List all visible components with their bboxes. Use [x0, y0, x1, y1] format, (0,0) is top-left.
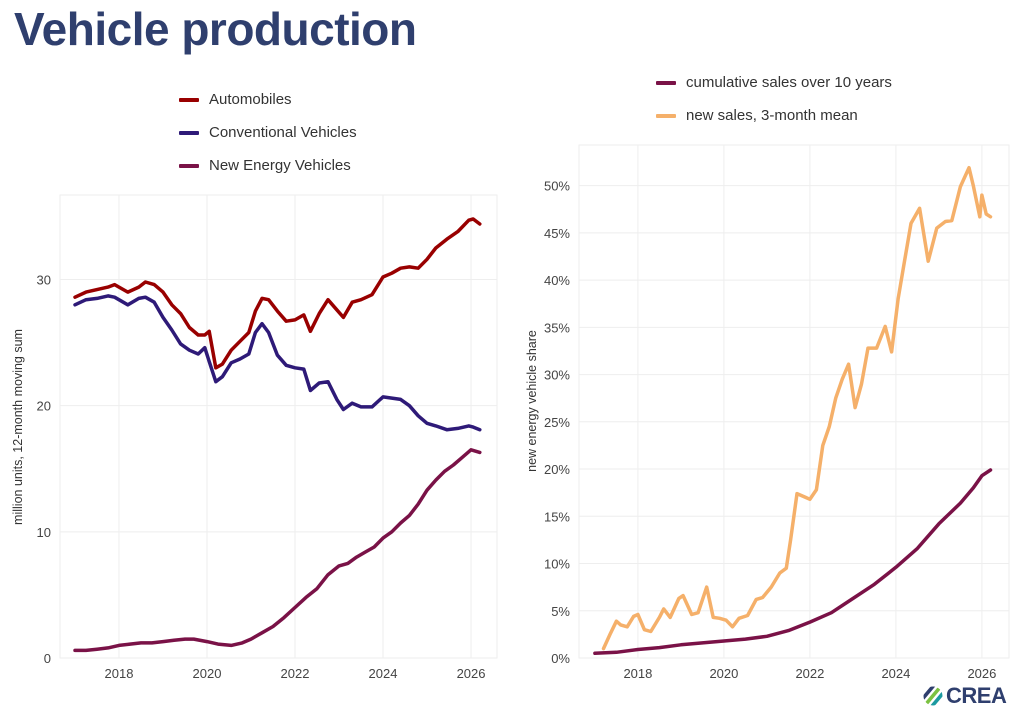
- y-tick-label: 10: [37, 525, 51, 540]
- y-tick-label: 15%: [544, 509, 570, 524]
- crea-logo-text: CREA: [946, 683, 1007, 708]
- y-tick-label: 30: [37, 273, 51, 288]
- legend-item-cumulative-sales: cumulative sales over 10 years: [656, 66, 892, 99]
- left-legend: Automobiles Conventional Vehicles New En…: [179, 83, 357, 182]
- logo-stripe: [923, 686, 943, 706]
- page-title: Vehicle production: [14, 3, 417, 55]
- x-tick-label: 2026: [457, 666, 486, 681]
- legend-item-conventional-vehicles: Conventional Vehicles: [179, 116, 357, 149]
- legend-label: cumulative sales over 10 years: [686, 74, 892, 91]
- x-tick-label: 2020: [193, 666, 222, 681]
- production-chart: 0 10 20 30 2018 2020 2022 2024 2026 million units…: [11, 194, 498, 681]
- y-tick-label: 50%: [544, 179, 570, 194]
- series-line-conventional-vehicles: [73, 294, 482, 432]
- series-line-new-sales-3-month-mean: [601, 165, 993, 651]
- y-tick-label: 0: [44, 651, 51, 666]
- legend-label: Automobiles: [209, 91, 292, 108]
- crea-logo-icon: [923, 686, 943, 706]
- x-tick-label: 2026: [967, 666, 996, 681]
- x-tick-label: 2018: [105, 666, 134, 681]
- plot-area: [59, 194, 498, 659]
- x-tick-label: 2022: [281, 666, 310, 681]
- crea-logo: CREA: [923, 683, 1007, 709]
- logo-stripe: [923, 686, 943, 706]
- y-tick-label: 30%: [544, 368, 570, 383]
- legend-swatch: [656, 113, 676, 118]
- legend-swatch: [179, 97, 199, 102]
- legend-label: New Energy Vehicles: [209, 157, 351, 174]
- series-line-new-energy-vehicles: [73, 448, 482, 653]
- series-line-cumulative-sales-over-10-years: [593, 468, 993, 656]
- y-tick-label: 20: [37, 399, 51, 414]
- x-tick-label: 2024: [369, 666, 398, 681]
- x-tick-label: 2024: [881, 666, 910, 681]
- legend-item-new-sales: new sales, 3-month mean: [656, 99, 892, 132]
- legend-label: new sales, 3-month mean: [686, 107, 858, 124]
- y-tick-label: 20%: [544, 462, 570, 477]
- right-legend: cumulative sales over 10 years new sales…: [656, 66, 892, 132]
- y-tick-label: 10%: [544, 557, 570, 572]
- x-tick-label: 2018: [623, 666, 652, 681]
- legend-item-new-energy-vehicles: New Energy Vehicles: [179, 149, 357, 182]
- y-tick-label: 40%: [544, 273, 570, 288]
- y-axis-label: new energy vehicle share: [525, 330, 539, 472]
- legend-swatch: [179, 163, 199, 168]
- x-tick-label: 2022: [795, 666, 824, 681]
- y-tick-label: 25%: [544, 415, 570, 430]
- y-tick-label: 35%: [544, 320, 570, 335]
- legend-swatch: [179, 130, 199, 135]
- y-tick-label: 45%: [544, 226, 570, 241]
- legend-swatch: [656, 80, 676, 85]
- y-tick-label: 5%: [551, 604, 570, 619]
- y-axis-label: million units, 12-month moving sum: [11, 329, 25, 525]
- legend-item-automobiles: Automobiles: [179, 83, 357, 116]
- share-chart: 0% 5% 10% 15% 20% 25% 30% 35% 40% 45% 50% 2018 2020 2…: [525, 144, 1010, 681]
- legend-label: Conventional Vehicles: [209, 124, 357, 141]
- series-line-automobiles: [73, 217, 482, 370]
- y-tick-label: 0%: [551, 651, 570, 666]
- x-tick-label: 2020: [709, 666, 738, 681]
